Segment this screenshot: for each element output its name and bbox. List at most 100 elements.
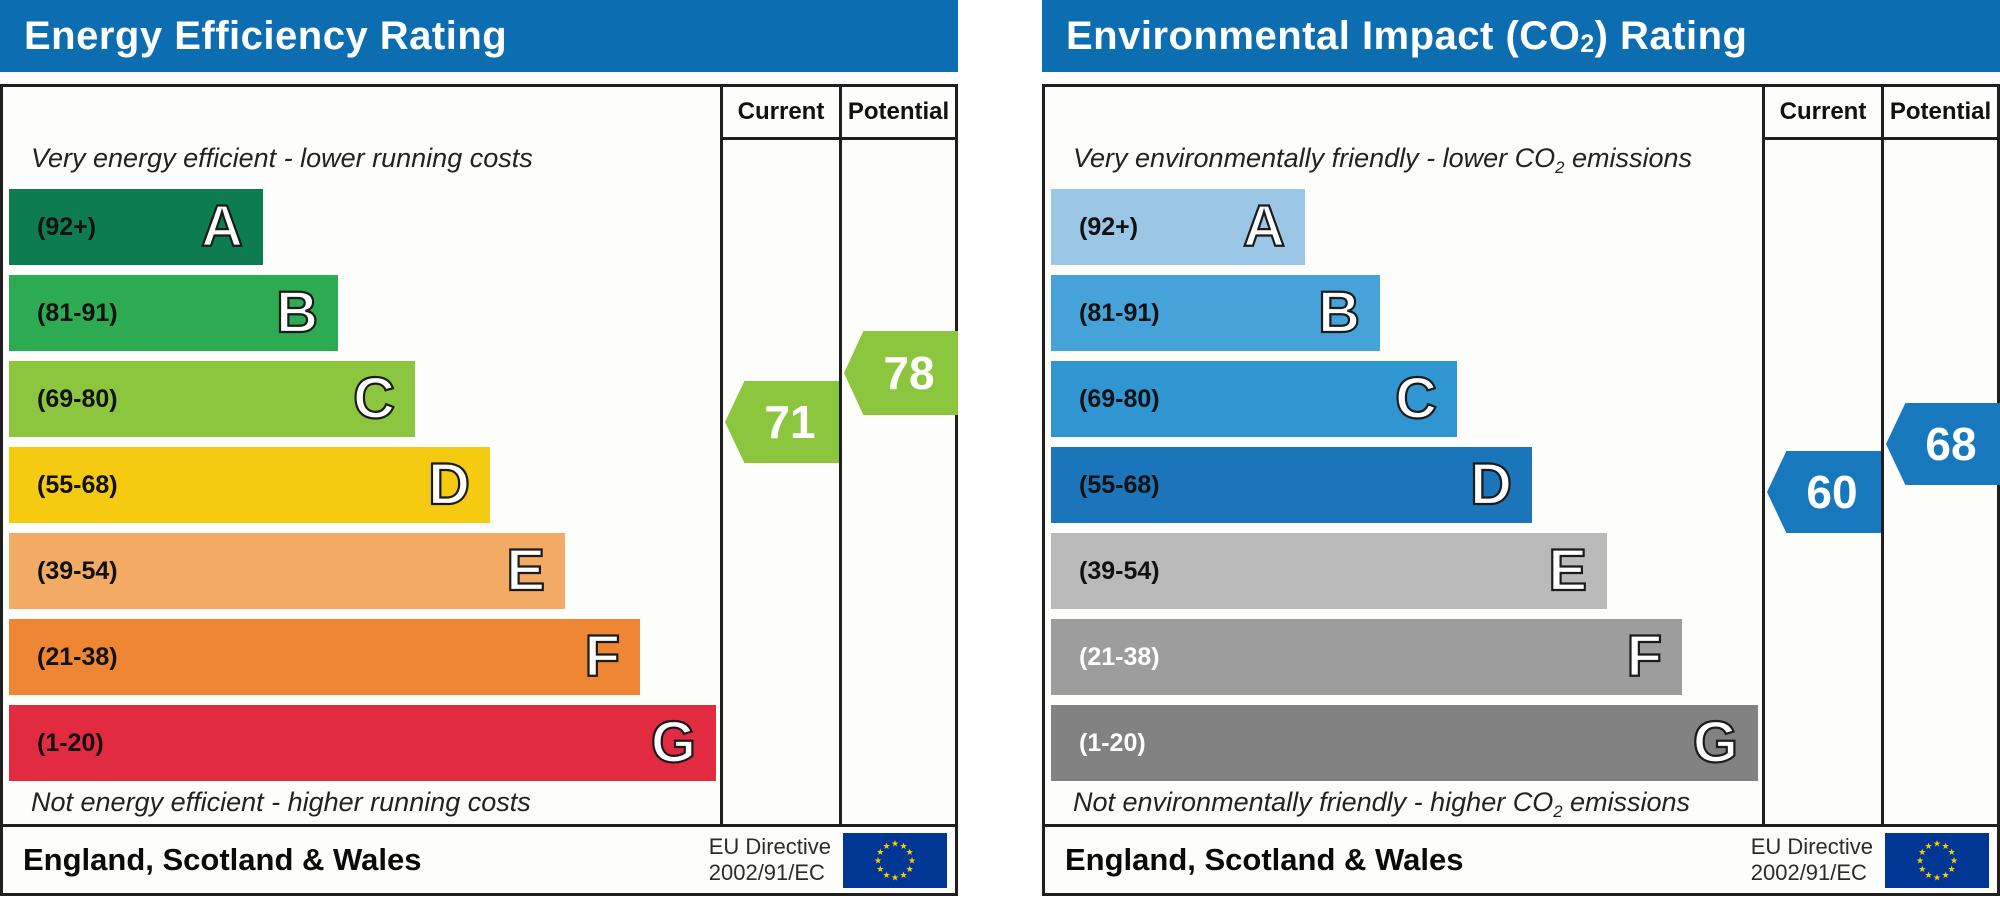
svg-text:★: ★ bbox=[1933, 839, 1941, 849]
column-divider bbox=[1881, 87, 1884, 827]
svg-text:★: ★ bbox=[1918, 865, 1926, 875]
svg-text:★: ★ bbox=[899, 841, 907, 851]
svg-text:★: ★ bbox=[1924, 841, 1932, 851]
svg-text:★: ★ bbox=[891, 839, 899, 849]
eu-directive-label: EU Directive 2002/91/EC bbox=[708, 834, 831, 885]
potential-rating-marker: 78 bbox=[844, 331, 958, 415]
region-label: England, Scotland & Wales bbox=[1065, 842, 1464, 877]
header-row-divider bbox=[1762, 137, 1997, 140]
column-divider bbox=[1762, 87, 1765, 827]
bottom-caption: Not energy efficient - higher running co… bbox=[31, 787, 531, 817]
band-d-letter: D bbox=[1469, 452, 1513, 517]
current-rating-marker: 71 bbox=[725, 381, 839, 463]
energy-chart-footer: England, Scotland & Wales EU Directive 2… bbox=[0, 824, 958, 896]
band-d-range: (55-68) bbox=[37, 470, 118, 499]
svg-text:★: ★ bbox=[1948, 865, 1956, 875]
potential-column-header: Potential bbox=[847, 98, 950, 125]
band-d-letter: D bbox=[427, 452, 471, 517]
eu-flag-icon: ★ ★★ ★★★ ★★★ ★★★ bbox=[843, 832, 947, 888]
band-f-letter: F bbox=[583, 624, 621, 689]
svg-text:★: ★ bbox=[1950, 856, 1958, 866]
band-g: (1-20) G bbox=[9, 705, 716, 781]
svg-text:★: ★ bbox=[1918, 848, 1926, 858]
band-e-range: (39-54) bbox=[1079, 556, 1160, 585]
band-g-letter: G bbox=[650, 710, 697, 775]
band-f: (21-38) F bbox=[1051, 619, 1682, 695]
band-f-range: (21-38) bbox=[1079, 642, 1160, 671]
band-d: (55-68) D bbox=[9, 447, 490, 523]
potential-rating-marker: 68 bbox=[1886, 403, 2000, 485]
energy-chart-title: Energy Efficiency Rating bbox=[0, 0, 958, 72]
header-row-divider bbox=[720, 137, 955, 140]
band-a-letter: A bbox=[200, 194, 244, 259]
band-e: (39-54) E bbox=[1051, 533, 1607, 609]
band-a-letter: A bbox=[1242, 194, 1286, 259]
energy-chart-table: Current Potential Very energy efficient … bbox=[0, 84, 958, 830]
svg-text:★: ★ bbox=[874, 856, 882, 866]
band-g-range: (1-20) bbox=[1079, 728, 1146, 757]
band-f-letter: F bbox=[1625, 624, 1663, 689]
co2-chart-footer: England, Scotland & Wales EU Directive 2… bbox=[1042, 824, 2000, 896]
band-g-letter: G bbox=[1692, 710, 1739, 775]
band-e: (39-54) E bbox=[9, 533, 565, 609]
svg-text:★: ★ bbox=[876, 848, 884, 858]
band-e-letter: E bbox=[1547, 538, 1588, 603]
svg-text:★: ★ bbox=[1924, 871, 1932, 881]
svg-text:★: ★ bbox=[906, 848, 914, 858]
band-b-range: (81-91) bbox=[1079, 298, 1160, 327]
co2-chart-title: Environmental Impact (CO 2) Rating bbox=[1042, 0, 2000, 72]
top-caption: Very energy efficient - lower running co… bbox=[31, 143, 533, 173]
band-b-range: (81-91) bbox=[37, 298, 118, 327]
band-c-range: (69-80) bbox=[1079, 384, 1160, 413]
eu-flag-icon: ★ ★★ ★★★ ★★★ ★★★ bbox=[1885, 832, 1989, 888]
band-c-letter: C bbox=[1394, 366, 1438, 431]
band-c-range: (69-80) bbox=[37, 384, 118, 413]
eu-directive-label: EU Directive 2002/91/EC bbox=[1750, 834, 1873, 885]
band-b-letter: B bbox=[1317, 280, 1361, 345]
svg-text:★: ★ bbox=[1941, 871, 1949, 881]
band-f: (21-38) F bbox=[9, 619, 640, 695]
band-c: (69-80) C bbox=[9, 361, 415, 437]
band-a: (92+) A bbox=[9, 189, 263, 265]
bottom-caption: Not environmentally friendly - higher CO… bbox=[1073, 787, 1691, 822]
svg-text:★: ★ bbox=[1948, 848, 1956, 858]
region-label: England, Scotland & Wales bbox=[23, 842, 422, 877]
svg-text:★: ★ bbox=[908, 856, 916, 866]
svg-text:★: ★ bbox=[899, 871, 907, 881]
band-g-range: (1-20) bbox=[37, 728, 104, 757]
band-c-letter: C bbox=[352, 366, 396, 431]
energy-chart-title-text: Energy Efficiency Rating bbox=[24, 13, 508, 58]
band-e-range: (39-54) bbox=[37, 556, 118, 585]
svg-text:★: ★ bbox=[891, 873, 899, 883]
band-b: (81-91) B bbox=[9, 275, 338, 351]
band-f-range: (21-38) bbox=[37, 642, 118, 671]
co2-chart-table: Current Potential Very environmentally f… bbox=[1042, 84, 2000, 830]
svg-text:★: ★ bbox=[876, 865, 884, 875]
band-e-letter: E bbox=[505, 538, 546, 603]
band-a-range: (92+) bbox=[1079, 212, 1139, 241]
top-caption: Very environmentally friendly - lower CO… bbox=[1073, 143, 1693, 178]
current-column-header: Current bbox=[1779, 98, 1867, 125]
svg-text:★: ★ bbox=[1916, 856, 1924, 866]
potential-column-header: Potential bbox=[1889, 98, 1992, 125]
band-a-range: (92+) bbox=[37, 212, 97, 241]
band-d-range: (55-68) bbox=[1079, 470, 1160, 499]
svg-text:★: ★ bbox=[906, 865, 914, 875]
column-divider bbox=[720, 87, 723, 827]
band-a: (92+) A bbox=[1051, 189, 1305, 265]
band-b-letter: B bbox=[275, 280, 319, 345]
band-d: (55-68) D bbox=[1051, 447, 1532, 523]
svg-text:★: ★ bbox=[882, 841, 890, 851]
column-divider bbox=[839, 87, 842, 827]
current-rating-marker: 60 bbox=[1767, 451, 1881, 533]
band-c: (69-80) C bbox=[1051, 361, 1457, 437]
svg-text:★: ★ bbox=[1933, 873, 1941, 883]
band-b: (81-91) B bbox=[1051, 275, 1380, 351]
energy-efficiency-panel: Energy Efficiency Rating Current Potenti… bbox=[0, 0, 958, 899]
svg-text:★: ★ bbox=[1941, 841, 1949, 851]
svg-text:★: ★ bbox=[882, 871, 890, 881]
current-column-header: Current bbox=[737, 98, 825, 125]
environmental-impact-panel: Environmental Impact (CO 2) Rating Curren… bbox=[1042, 0, 2000, 899]
band-g: (1-20) G bbox=[1051, 705, 1758, 781]
